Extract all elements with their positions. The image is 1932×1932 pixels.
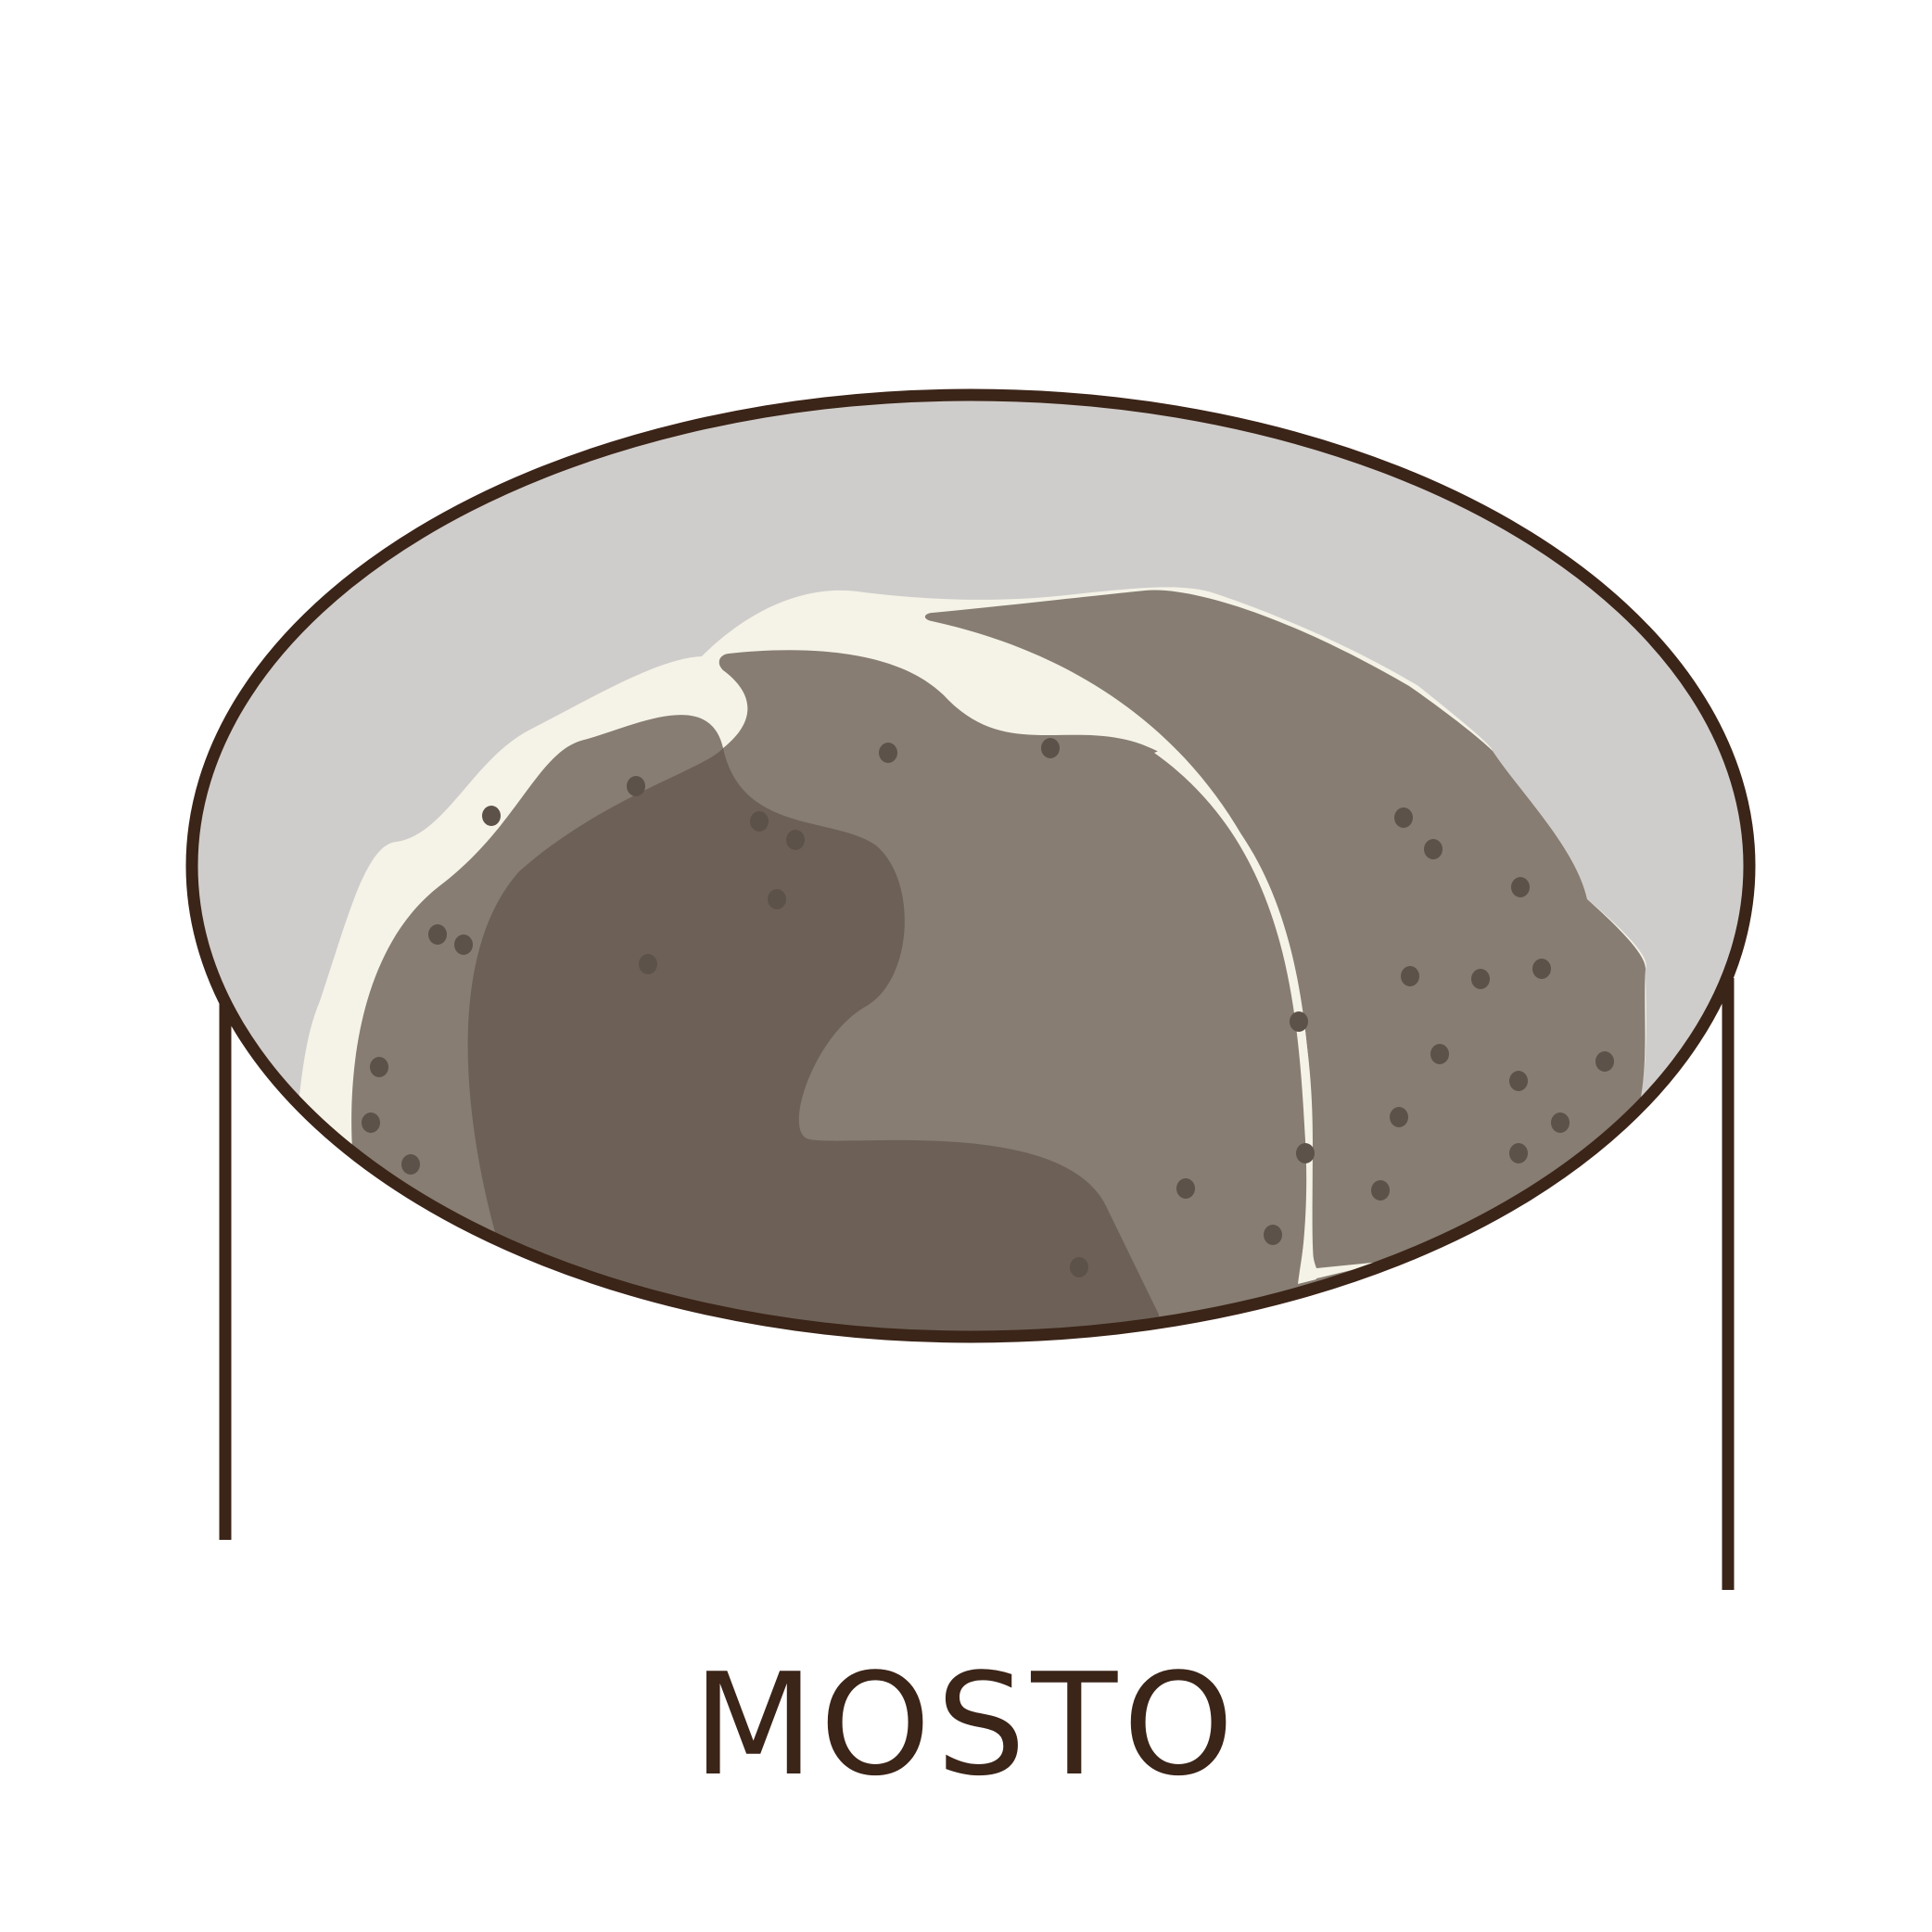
grape-seed	[627, 776, 645, 796]
grape-seed	[1390, 1107, 1408, 1127]
grape-seed	[362, 1112, 380, 1133]
grape-seed	[1176, 1178, 1195, 1199]
grape-seed	[1551, 1112, 1570, 1133]
grape-seed	[750, 811, 769, 832]
grape-seed	[1401, 966, 1419, 986]
grape-seed	[1511, 877, 1530, 897]
grape-seed	[1595, 1051, 1614, 1072]
caption-label: MOSTO	[693, 1643, 1239, 1807]
grape-seed	[1509, 1071, 1528, 1091]
grape-seed	[1041, 738, 1060, 758]
grape-seed	[1070, 1257, 1088, 1277]
grape-seed	[1264, 1225, 1282, 1245]
grape-seed	[1509, 1143, 1528, 1163]
must-dark-layer	[467, 748, 1159, 1331]
grape-seed	[1394, 807, 1413, 828]
tub-rim	[185, 388, 1756, 1343]
grape-seed	[786, 830, 805, 850]
grape-seed	[1471, 969, 1490, 989]
grape-seed	[1532, 959, 1551, 979]
grape-seed	[401, 1154, 420, 1175]
grape-seed	[1371, 1180, 1390, 1201]
grape-seed	[370, 1057, 388, 1077]
grape-seed	[454, 934, 473, 955]
grape-seed	[879, 743, 897, 763]
grape-seed	[1424, 839, 1443, 859]
must-contents	[297, 587, 1646, 1331]
grape-seed	[428, 924, 447, 945]
grape-seed	[639, 954, 657, 974]
grape-seeds	[362, 738, 1614, 1277]
grape-seed	[1430, 1044, 1449, 1064]
grape-seed	[1290, 1011, 1308, 1032]
grape-seed	[482, 806, 501, 826]
grape-seed	[768, 889, 786, 909]
grape-seed	[1296, 1143, 1315, 1163]
